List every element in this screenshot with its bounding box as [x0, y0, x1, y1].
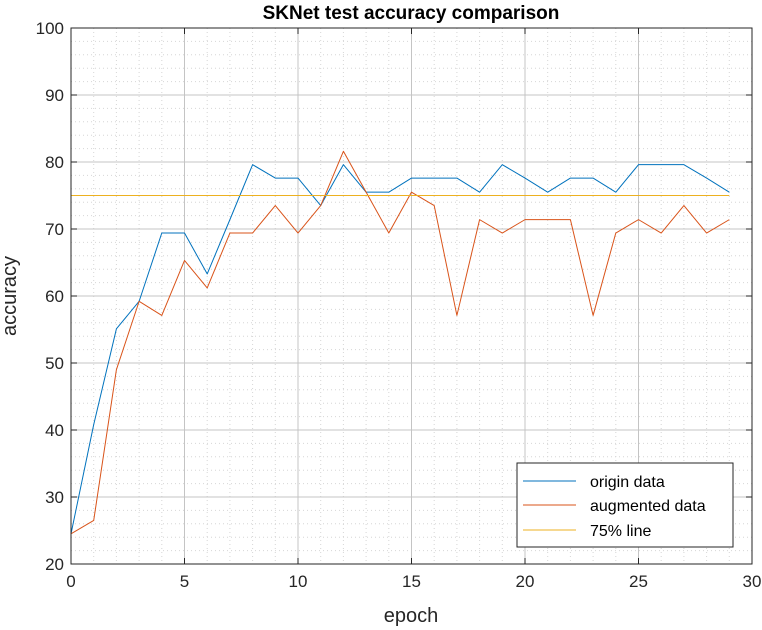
x-tick-label: 20 [516, 572, 535, 591]
series-line-origin-data [70, 164, 730, 534]
x-tick-label: 10 [289, 572, 308, 591]
x-tick-label: 15 [402, 572, 421, 591]
x-tick-label: 5 [180, 572, 189, 591]
y-tick-label: 50 [45, 354, 64, 373]
x-tick-labels: 0 5 10 15 20 25 30 [66, 572, 761, 591]
x-tick-label: 30 [743, 572, 762, 591]
y-tick-label: 90 [45, 86, 64, 105]
legend-label-75-line: 75% line [590, 523, 651, 540]
series-lines [70, 150, 730, 535]
x-tick-label: 25 [629, 572, 648, 591]
tick-marks [70, 27, 753, 565]
y-tick-label: 40 [45, 421, 64, 440]
legend: origin data augmented data 75% line [516, 462, 734, 548]
y-tick-label: 70 [45, 220, 64, 239]
legend-label-augmented-data: augmented data [590, 498, 706, 515]
x-axis-label: epoch [384, 605, 439, 627]
y-tick-label: 30 [45, 488, 64, 507]
legend-label-origin-data: origin data [590, 474, 665, 491]
series-line-augmented-data [70, 150, 730, 535]
chart-title: SKNet test accuracy comparison [263, 3, 560, 24]
y-tick-label: 100 [36, 19, 64, 38]
x-tick-label: 0 [66, 572, 75, 591]
y-tick-label: 20 [45, 555, 64, 574]
y-tick-label: 80 [45, 153, 64, 172]
y-tick-label: 60 [45, 287, 64, 306]
y-tick-labels: 20 30 40 50 60 70 80 90 100 [36, 19, 64, 574]
y-axis-label: accuracy [0, 256, 21, 336]
